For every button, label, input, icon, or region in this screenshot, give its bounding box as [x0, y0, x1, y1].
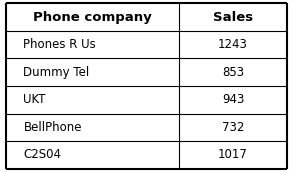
- Text: BellPhone: BellPhone: [23, 121, 82, 134]
- Text: 732: 732: [222, 121, 244, 134]
- Text: 1243: 1243: [218, 38, 248, 51]
- Text: Phones R Us: Phones R Us: [23, 38, 96, 51]
- Text: 853: 853: [222, 66, 244, 79]
- Text: 1017: 1017: [218, 148, 248, 161]
- Text: Phone company: Phone company: [33, 11, 152, 24]
- Text: 943: 943: [222, 93, 244, 106]
- Text: Sales: Sales: [213, 11, 253, 24]
- Text: C2S04: C2S04: [23, 148, 62, 161]
- Text: UKT: UKT: [23, 93, 46, 106]
- Text: Dummy Tel: Dummy Tel: [23, 66, 90, 79]
